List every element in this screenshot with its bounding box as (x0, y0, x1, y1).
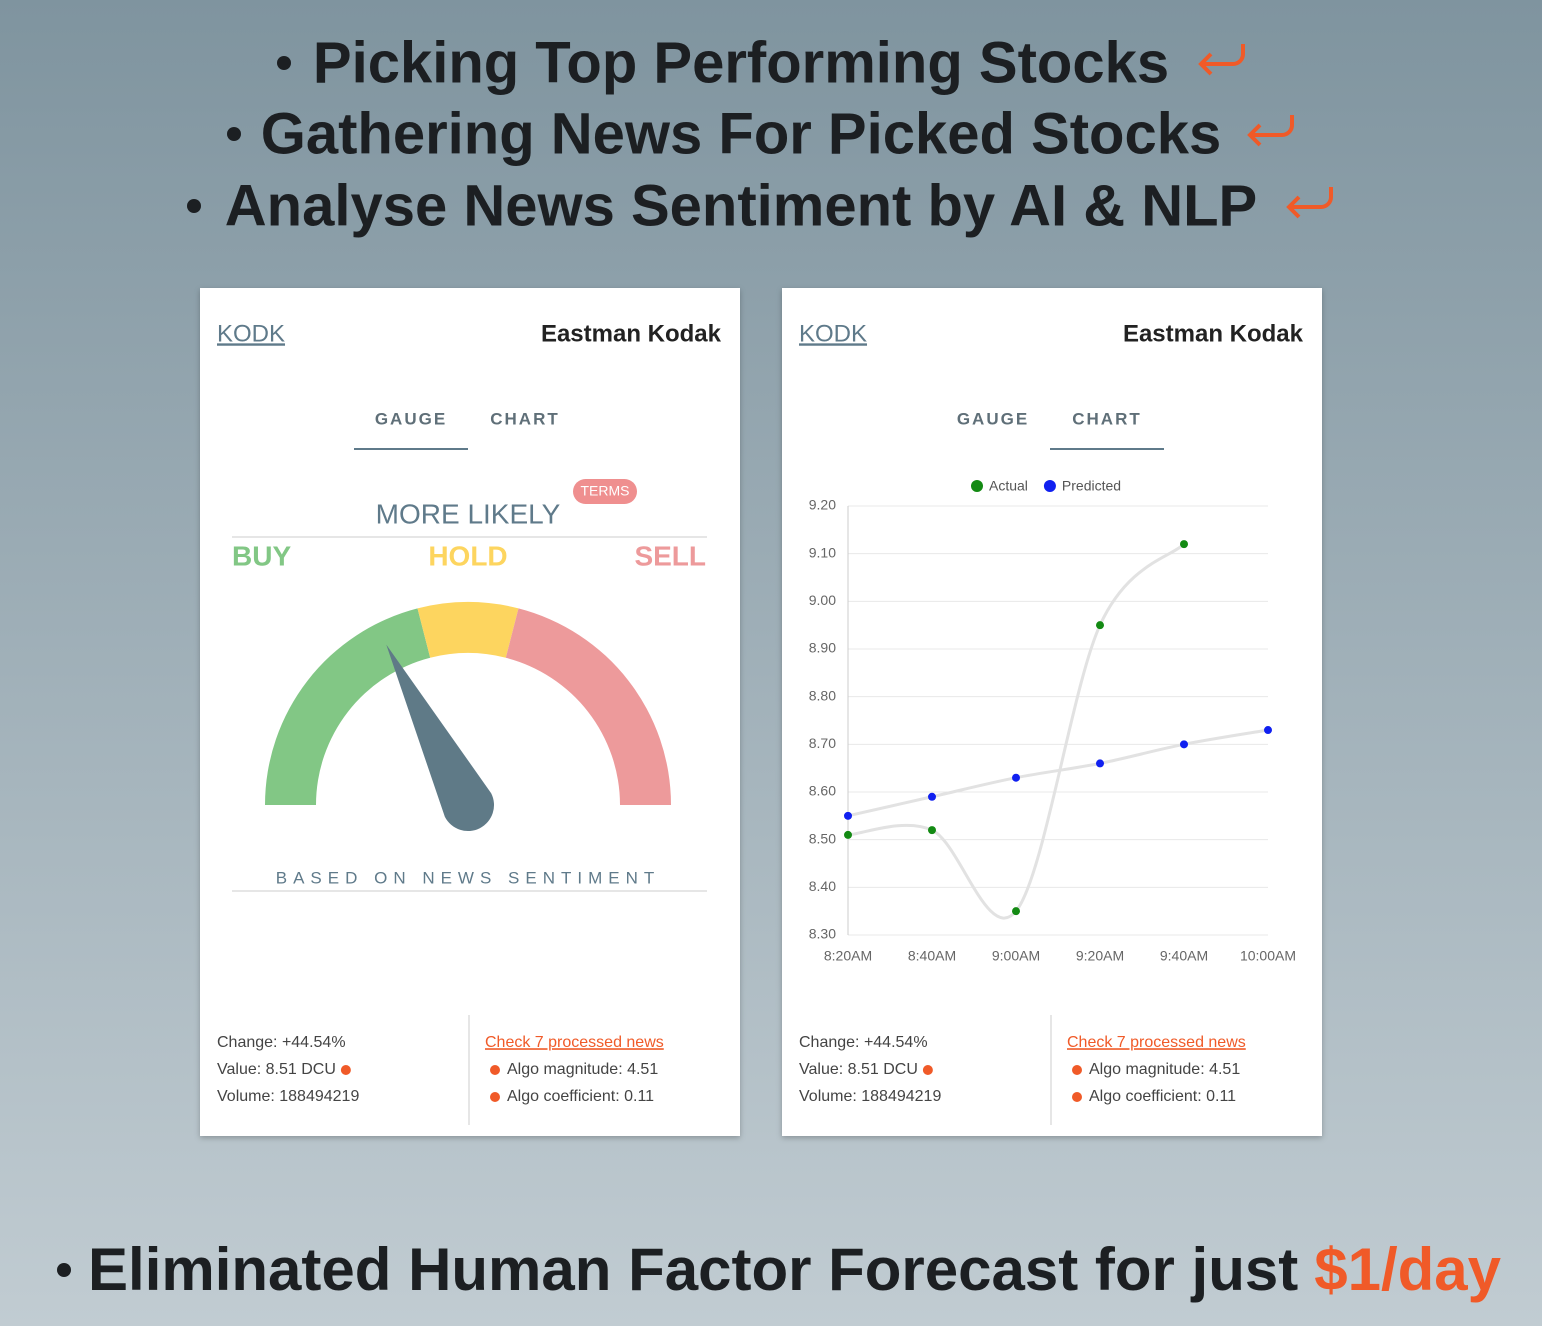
bullet-text: Analyse News Sentiment by AI & NLP (225, 173, 1257, 238)
data-point (1096, 759, 1104, 768)
bullet-dot (227, 127, 241, 141)
return-icon (1198, 44, 1245, 76)
y-tick-label: 8.80 (809, 687, 836, 703)
data-point (844, 830, 852, 839)
footer-line: Eliminated Human Factor Forecast for jus… (88, 1236, 1502, 1303)
data-point (1096, 621, 1104, 630)
footer-highlight: $1/day (1314, 1236, 1501, 1303)
y-tick-label: 9.20 (809, 497, 836, 513)
ticker-link[interactable]: KODK (217, 320, 285, 347)
series-line (847, 728, 1269, 818)
cards: KODK Eastman Kodak GAUGE CHART Change: +44.5… (200, 288, 1322, 1136)
x-tick-label: 8:40AM (908, 948, 956, 964)
bullet-text: Gathering News For Picked Stocks (261, 101, 1222, 166)
data-point (844, 811, 852, 820)
return-icon (1247, 115, 1294, 147)
x-tick-label: 9:00AM (992, 948, 1040, 964)
y-tick-label: 8.30 (809, 926, 836, 942)
data-point (1264, 726, 1272, 735)
stat: Volume: 188494219 (217, 1088, 359, 1105)
y-tick-label: 8.70 (809, 735, 836, 751)
status-dot (922, 1065, 933, 1075)
terms-label[interactable]: TERMS (581, 483, 630, 499)
algo-stat: Algo coefficient: 0.11 (1089, 1088, 1236, 1105)
news-link[interactable]: Check 7 processed news (1067, 1034, 1246, 1051)
legend-label: Predicted (1062, 478, 1121, 494)
algo-dot (490, 1065, 500, 1075)
signal-label: HOLD (428, 540, 507, 571)
x-tick-label: 9:40AM (1160, 948, 1208, 964)
stat: Value: 8.51 DCU (217, 1061, 336, 1078)
data-point (1180, 740, 1188, 749)
gauge-band (505, 608, 671, 805)
legend-marker (1043, 480, 1056, 492)
x-tick-label: 8:20AM (824, 948, 872, 964)
stat: Change: +44.54% (799, 1034, 928, 1051)
terms-badge[interactable] (573, 479, 637, 504)
bullet-text: Picking Top Performing Stocks (313, 30, 1169, 95)
stock-card: KODK Eastman Kodak GAUGE CHART Change: +44.5… (200, 288, 740, 1136)
card-background (782, 288, 1322, 1136)
algo-dot (1072, 1092, 1082, 1102)
data-point (1180, 540, 1188, 549)
card-background (200, 288, 740, 1136)
gauge-heading: MORE LIKELY (376, 498, 561, 529)
bullet-dot (277, 56, 291, 70)
legend-label: Actual (989, 478, 1028, 494)
signal-label: BUY (232, 540, 291, 571)
stat: Volume: 188494219 (799, 1088, 941, 1105)
tab[interactable]: GAUGE (957, 409, 1029, 428)
y-tick-label: 8.40 (809, 878, 836, 894)
status-dot (340, 1065, 351, 1075)
gauge-band (417, 602, 519, 658)
stat: Value: 8.51 DCU (799, 1061, 918, 1078)
algo-stat: Algo magnitude: 4.51 (1089, 1061, 1240, 1078)
stat: Change: +44.54% (217, 1034, 346, 1051)
y-tick-label: 8.50 (809, 830, 836, 846)
signal-label: SELL (634, 540, 706, 571)
data-point (1012, 907, 1020, 916)
y-tick-label: 8.60 (809, 783, 836, 799)
company-name: Eastman Kodak (541, 320, 722, 347)
bullet-dot (187, 199, 201, 213)
bullet-dot (57, 1263, 71, 1277)
algo-stat: Algo coefficient: 0.11 (507, 1088, 654, 1105)
x-tick-label: 10:00AM (1240, 948, 1296, 964)
algo-stat: Algo magnitude: 4.51 (507, 1061, 658, 1078)
y-tick-label: 9.00 (809, 592, 836, 608)
gauge-band (265, 608, 431, 805)
tab[interactable]: CHART (1072, 409, 1142, 428)
tab[interactable]: CHART (490, 409, 560, 428)
news-link[interactable]: Check 7 processed news (485, 1034, 664, 1051)
gauge-needle (386, 644, 495, 832)
footer-text: Eliminated Human Factor Forecast for jus… (88, 1236, 1298, 1303)
data-point (928, 792, 936, 801)
y-tick-label: 9.10 (809, 544, 836, 560)
x-tick-label: 9:20AM (1076, 948, 1124, 964)
return-icon (1286, 187, 1333, 219)
tab[interactable]: GAUGE (375, 409, 447, 428)
data-point (928, 826, 936, 835)
company-name: Eastman Kodak (1123, 320, 1304, 347)
algo-dot (1072, 1065, 1082, 1075)
series-line (847, 543, 1186, 920)
legend-marker (971, 480, 983, 492)
gauge-caption: BASED ON NEWS SENTIMENT (276, 868, 661, 887)
data-point (1012, 773, 1020, 782)
algo-dot (490, 1092, 500, 1102)
stock-card: KODK Eastman Kodak GAUGE CHART Change: +44.5… (782, 288, 1322, 1136)
ticker-link[interactable]: KODK (799, 320, 867, 347)
y-tick-label: 8.90 (809, 640, 836, 656)
